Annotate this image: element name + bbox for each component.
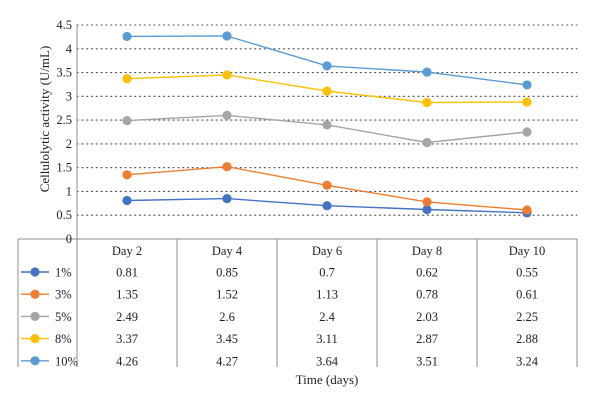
data-point [222, 31, 232, 41]
data-point [422, 97, 432, 108]
data-point [122, 170, 132, 180]
table-cell-value: 4.27 [216, 354, 238, 368]
y-tick-label: 4.5 [56, 18, 72, 32]
gridlines [76, 24, 578, 216]
table-cell-value: 0.78 [416, 288, 438, 302]
table-cell-value: 0.61 [516, 288, 538, 302]
data-point [322, 86, 332, 96]
data-point [222, 70, 232, 80]
legend-key-marker [30, 289, 40, 299]
table-cell-value: 0.85 [216, 266, 238, 280]
data-point [522, 205, 532, 215]
legend-key-marker [30, 311, 40, 321]
legend-label: 10% [55, 354, 78, 368]
data-point [322, 180, 332, 190]
x-category-label: Day 2 [112, 244, 142, 258]
table-cell-value: 1.13 [316, 288, 338, 302]
table-cell-value: 2.88 [516, 332, 538, 346]
y-tick-label: 0 [66, 232, 72, 246]
table-cell-value: 3.45 [216, 332, 238, 346]
table-cell-value: 3.37 [116, 332, 138, 346]
legend-label: 5% [55, 310, 72, 324]
data-point [422, 137, 432, 148]
y-tick-label: 3 [66, 89, 72, 103]
data-point [322, 61, 332, 71]
table-cell-value: 0.62 [416, 266, 438, 280]
table-cell-value: 0.7 [319, 266, 335, 280]
table-cell-value: 4.26 [116, 354, 138, 368]
y-tick-label: 0.5 [56, 208, 72, 222]
x-category-label: Day 4 [212, 244, 243, 258]
table-cell-value: 2.49 [116, 310, 138, 324]
data-point [222, 162, 232, 172]
table-cell-value: 0.81 [116, 266, 138, 280]
table-cell-value: 3.64 [316, 354, 339, 368]
y-tick-label: 4 [66, 42, 73, 56]
table-cell-value: 0.55 [516, 266, 538, 280]
y-tick-label: 1.5 [56, 161, 72, 175]
data-point [322, 201, 332, 211]
y-tick-label: 2 [66, 137, 72, 151]
series-line [126, 35, 528, 86]
y-tick-labels: 0 0.5 1 1.5 2 2.5 3 3.5 4 4.5 [56, 18, 72, 246]
x-category-label: Day 8 [412, 244, 442, 258]
data-point [322, 120, 332, 130]
table-cell-value: 3.51 [416, 354, 438, 368]
data-point [422, 67, 432, 77]
table-cell-value: 3.11 [316, 332, 337, 346]
table-cell-value: 2.87 [416, 332, 438, 346]
data-point [222, 110, 232, 120]
data-point [122, 195, 132, 206]
data-point [122, 31, 132, 42]
legend-label: 1% [55, 266, 72, 280]
x-category-labels: Day 2 Day 4 Day 6 Day 8 Day 10 [112, 244, 545, 258]
y-tick-label: 1 [66, 184, 72, 198]
data-table: 1% 0.81 0.85 0.7 0.62 0.55 3% 1.35 1.52 1.13 0.78 0… [21, 266, 539, 368]
data-point [422, 204, 432, 215]
table-cell-value: 2.4 [319, 310, 335, 324]
data-point [222, 193, 232, 204]
y-tick-label: 2.5 [56, 113, 72, 127]
data-point [522, 97, 532, 107]
legend-label: 3% [55, 288, 72, 302]
data-point [122, 74, 132, 84]
series-lines [122, 31, 532, 218]
y-axis-title: Cellulolytic activity (U/mL) [37, 46, 52, 193]
table-cell-value: 2.03 [416, 310, 438, 324]
legend-key-marker [30, 356, 40, 366]
table-cell-value: 3.24 [516, 354, 539, 368]
legend-label: 8% [55, 332, 72, 346]
table-cell-value: 1.52 [216, 288, 238, 302]
x-category-label: Day 6 [312, 244, 342, 258]
legend-key-marker [30, 267, 40, 277]
y-tick-label: 3.5 [56, 66, 72, 80]
table-cell-value: 2.25 [516, 310, 538, 324]
axes [17, 25, 578, 367]
table-cell-value: 1.35 [116, 288, 138, 302]
x-axis-title: Time (days) [296, 372, 359, 387]
table-cell-value: 2.6 [219, 310, 235, 324]
data-point [522, 127, 532, 137]
legend-key-marker [30, 334, 40, 344]
x-category-label: Day 10 [509, 244, 545, 258]
data-point [422, 197, 432, 207]
data-point [522, 80, 532, 90]
data-point [122, 115, 132, 126]
